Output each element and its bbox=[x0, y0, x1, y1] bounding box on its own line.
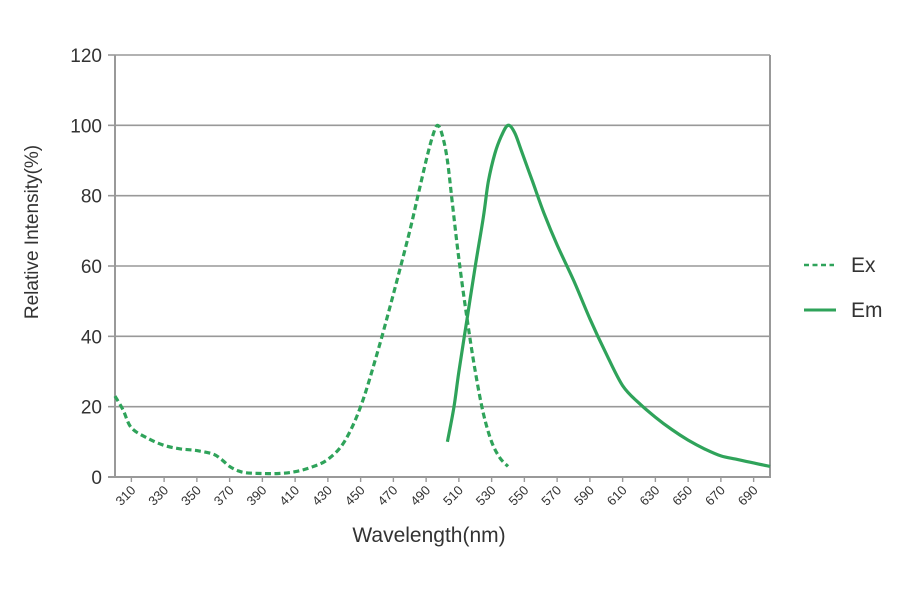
y-tick-label: 60 bbox=[81, 257, 102, 278]
legend-label-ex: Ex bbox=[851, 254, 876, 277]
x-axis-ticks: 310 330 350 370 390 410 430 450 470 490 510 530 550 5… bbox=[113, 477, 761, 508]
y-tick-label: 0 bbox=[91, 468, 102, 489]
y-axis-label: Relative Intensity(%) bbox=[22, 145, 43, 319]
legend-item-ex: Ex bbox=[804, 254, 876, 277]
x-tick-label: 310 bbox=[113, 483, 139, 509]
x-tick-label: 530 bbox=[473, 483, 499, 509]
x-tick-label: 470 bbox=[375, 483, 401, 509]
y-tick-label: 120 bbox=[70, 46, 102, 67]
y-tick-label: 100 bbox=[70, 116, 102, 137]
x-tick-label: 630 bbox=[637, 483, 663, 509]
x-tick-label: 490 bbox=[407, 483, 433, 509]
legend-item-em: Em bbox=[804, 299, 883, 322]
x-tick-label: 570 bbox=[538, 483, 564, 509]
x-tick-label: 390 bbox=[244, 483, 270, 509]
x-tick-label: 690 bbox=[735, 483, 761, 509]
x-tick-label: 610 bbox=[604, 483, 630, 509]
x-tick-label: 370 bbox=[211, 483, 237, 509]
x-tick-label: 410 bbox=[276, 483, 302, 509]
x-tick-label: 670 bbox=[702, 483, 728, 509]
legend: Ex Em bbox=[804, 254, 883, 322]
y-tick-label: 80 bbox=[81, 187, 102, 208]
x-tick-label: 330 bbox=[145, 483, 171, 509]
x-tick-label: 430 bbox=[309, 483, 335, 509]
x-tick-label: 550 bbox=[506, 483, 532, 509]
x-tick-label: 450 bbox=[342, 483, 368, 509]
y-tick-label: 40 bbox=[81, 327, 102, 348]
data-series bbox=[113, 123, 771, 476]
legend-label-em: Em bbox=[851, 299, 883, 322]
y-tick-label: 20 bbox=[81, 398, 102, 419]
x-tick-label: 650 bbox=[669, 483, 695, 509]
x-tick-label: 590 bbox=[571, 483, 597, 509]
grid-lines bbox=[115, 54, 770, 408]
x-axis-label: Wavelength(nm) bbox=[352, 524, 505, 547]
x-tick-label: 510 bbox=[440, 483, 466, 509]
series-em-line bbox=[445, 123, 771, 468]
series-ex-line bbox=[113, 123, 510, 476]
x-tick-label: 350 bbox=[178, 483, 204, 509]
y-axis-ticks: 0 20 40 60 80 100 120 bbox=[70, 46, 115, 489]
